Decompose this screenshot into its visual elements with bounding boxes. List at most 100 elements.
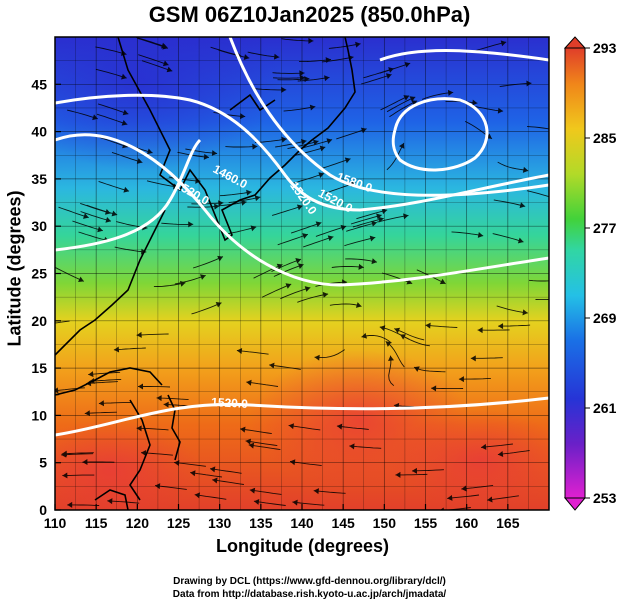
coastlines — [55, 37, 356, 510]
wind-arrowhead — [241, 199, 247, 206]
streamline — [136, 333, 169, 336]
streamline — [249, 489, 282, 495]
streamline — [224, 226, 257, 235]
streamline — [290, 222, 322, 234]
streamline — [281, 38, 314, 42]
streamline — [349, 445, 382, 449]
wind-arrowhead — [411, 100, 418, 106]
streamline — [287, 140, 319, 150]
wind-arrowhead — [295, 258, 302, 264]
streamline — [272, 72, 305, 74]
streamline — [154, 485, 187, 490]
wind-arrowhead — [122, 109, 129, 116]
wind-arrowhead — [344, 157, 351, 164]
streamline — [461, 484, 494, 490]
wind-arrowhead — [406, 278, 413, 285]
wind-arrowhead — [336, 423, 343, 430]
wind-arrowhead — [243, 54, 250, 60]
streamline — [85, 381, 118, 385]
wind-arrowhead — [481, 443, 487, 450]
wind-arrowhead — [199, 274, 206, 280]
streamline — [526, 190, 549, 198]
wind-arrowhead — [146, 148, 153, 155]
streamline — [254, 138, 287, 144]
streamline — [413, 366, 446, 373]
wind-arrowhead — [296, 204, 303, 211]
wind-arrowhead — [288, 423, 295, 430]
wind-arrowhead — [500, 40, 507, 47]
streamline — [350, 214, 382, 225]
wind-arrowhead — [378, 216, 384, 223]
streamline — [174, 462, 206, 467]
x-tick-label: 110 — [44, 515, 67, 531]
streamline — [356, 209, 388, 220]
wind-arrowhead — [166, 66, 173, 73]
wind-arrowhead — [104, 209, 111, 215]
wind-arrowhead — [526, 80, 532, 87]
wind-arrowhead — [194, 492, 201, 499]
credit-drawing: Drawing by DCL (https://www.gfd-dennou.o… — [173, 576, 446, 587]
streamline — [141, 60, 173, 72]
streamline — [377, 214, 409, 223]
streamline — [302, 236, 334, 248]
geopotential-contours — [55, 37, 549, 437]
streamline — [292, 501, 325, 506]
wind-arrowhead — [348, 55, 354, 61]
streamline — [297, 293, 329, 303]
wind-arrowhead — [245, 438, 251, 445]
wind-arrowhead — [403, 95, 410, 101]
wind-arrowhead — [252, 143, 258, 150]
wind-arrowhead — [327, 235, 334, 242]
streamline — [185, 148, 218, 154]
streamline — [138, 54, 169, 66]
wind-arrowhead — [470, 355, 476, 362]
wind-arrowhead — [121, 73, 127, 80]
credits: Drawing by DCL (https://www.gfd-dennou.o… — [0, 575, 619, 601]
streamline — [89, 378, 122, 382]
wind-arrowhead — [413, 366, 420, 372]
wind-arrowhead — [385, 73, 392, 79]
streamline — [214, 201, 247, 207]
x-tick-label: 150 — [373, 515, 397, 531]
wind-arrowhead — [297, 263, 304, 269]
wind-arrowhead — [472, 99, 478, 106]
y-tick-label: 10 — [31, 407, 47, 423]
wind-arrowhead — [355, 302, 362, 308]
wind-arrowhead — [398, 142, 405, 149]
wind-arrowhead — [195, 177, 201, 184]
streamline — [425, 324, 458, 328]
colorbar-tick-label: 253 — [593, 490, 617, 506]
wind-arrowhead — [78, 276, 84, 283]
streamline — [247, 51, 280, 58]
streamline — [470, 357, 503, 359]
colorbar: 293 285 277 269 261 253 — [563, 36, 617, 511]
wind-arrowhead — [122, 142, 128, 149]
wind-arrowhead — [313, 139, 319, 146]
wind-arrowhead — [304, 286, 311, 292]
streamline — [381, 272, 413, 285]
streamline — [236, 350, 269, 355]
wind-arrowhead — [218, 200, 224, 207]
streamline — [218, 49, 250, 59]
wind-arrowhead — [361, 332, 368, 339]
wind-arrowhead — [123, 186, 130, 193]
streamline — [528, 279, 549, 282]
wind-arrowhead — [497, 451, 504, 457]
wind-arrowhead — [240, 426, 246, 433]
streamline — [194, 494, 227, 500]
streamline — [107, 500, 140, 504]
streamline — [388, 355, 395, 387]
streamline — [66, 109, 98, 120]
wind-arrowhead — [89, 378, 95, 385]
streamline — [113, 347, 146, 351]
streamline — [55, 387, 85, 392]
wind-arrowhead — [395, 471, 401, 478]
wind-arrowhead — [394, 327, 401, 334]
wind-arrowhead — [497, 107, 504, 114]
streamline — [275, 140, 307, 148]
streamline — [96, 113, 128, 125]
streamline — [379, 326, 410, 340]
wind-arrowhead — [388, 355, 395, 361]
wind-arrowhead — [97, 226, 103, 233]
y-axis-label: Latitude (degrees) — [4, 190, 25, 347]
